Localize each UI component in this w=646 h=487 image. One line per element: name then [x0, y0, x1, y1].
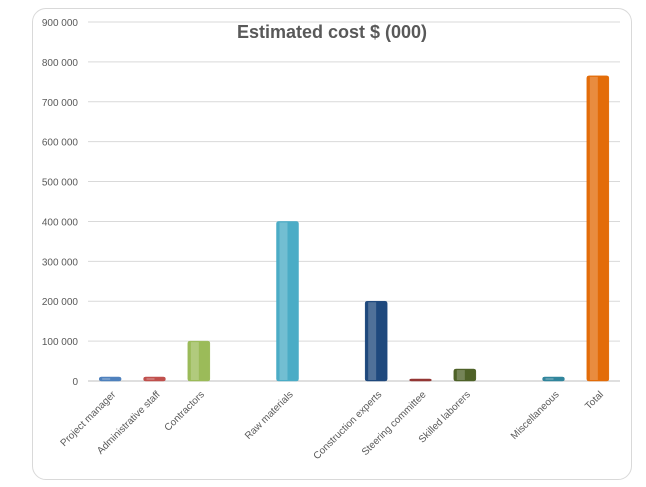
y-tick-label: 400 000: [42, 217, 79, 228]
bar: [98, 376, 122, 382]
bars: [98, 75, 610, 382]
bar-highlight: [589, 76, 598, 380]
bar: [542, 376, 565, 382]
y-tick-label: 600 000: [42, 138, 79, 149]
y-tick-label: 700 000: [42, 98, 79, 109]
x-tick-label: Miscellaneous: [509, 389, 562, 442]
y-tick-label: 100 000: [42, 337, 79, 348]
y-tick-label: 0: [72, 377, 78, 388]
y-tick-label: 500 000: [42, 178, 79, 189]
y-tick-label: 300 000: [42, 257, 79, 268]
x-tick-label: Contractors: [163, 389, 207, 433]
bar-highlight: [190, 342, 199, 380]
y-tick-label: 900 000: [42, 18, 79, 29]
y-tick-label: 200 000: [42, 297, 79, 308]
bar-highlight: [456, 370, 465, 380]
gridlines: [88, 21, 620, 382]
bar-highlight: [102, 378, 111, 380]
bar: [453, 368, 477, 382]
x-tick-label: Total: [583, 389, 606, 412]
bar: [409, 378, 432, 382]
y-tick-label: 800 000: [42, 58, 79, 69]
chart-title: Estimated cost $ (000): [237, 22, 427, 42]
chart-frame: [32, 8, 632, 480]
bar: [586, 75, 610, 382]
bar-highlight: [368, 302, 377, 380]
bar: [364, 300, 388, 382]
bar: [143, 376, 166, 382]
bar-highlight: [545, 378, 554, 380]
bar-highlight: [279, 222, 288, 380]
x-tick-label: Raw materials: [243, 389, 296, 442]
y-axis-ticks: 0 100 000 200 000 300 000 400 000 500 000 600 …: [42, 18, 79, 388]
bar: [187, 340, 211, 382]
bar: [276, 221, 299, 382]
bar-highlight: [146, 378, 155, 380]
